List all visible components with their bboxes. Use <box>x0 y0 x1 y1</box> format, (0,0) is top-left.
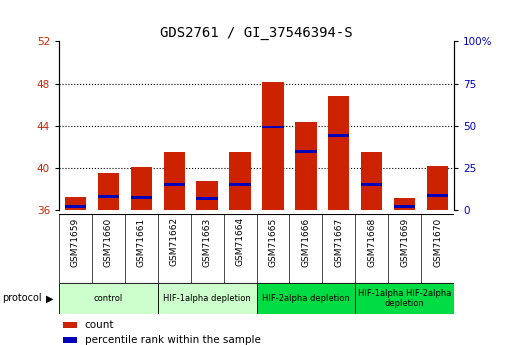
Bar <box>394 205 416 208</box>
Text: GSM71663: GSM71663 <box>203 217 212 267</box>
Bar <box>256 283 355 314</box>
Text: GSM71665: GSM71665 <box>268 217 278 267</box>
Text: GSM71659: GSM71659 <box>71 217 80 267</box>
Bar <box>427 166 448 210</box>
Text: ▶: ▶ <box>46 294 54 303</box>
Bar <box>262 81 284 210</box>
Bar <box>131 196 152 199</box>
Text: GSM71670: GSM71670 <box>433 217 442 267</box>
Bar <box>295 150 317 153</box>
Text: control: control <box>94 294 123 303</box>
Text: HIF-1alpha HIF-2alpha
depletion: HIF-1alpha HIF-2alpha depletion <box>358 289 451 308</box>
Bar <box>196 181 218 210</box>
Bar <box>158 283 256 314</box>
Bar <box>63 322 77 328</box>
Text: GSM71660: GSM71660 <box>104 217 113 267</box>
Bar <box>65 197 86 210</box>
Text: GSM71666: GSM71666 <box>301 217 310 267</box>
Text: GSM71667: GSM71667 <box>334 217 343 267</box>
Text: count: count <box>85 321 114 331</box>
Text: GSM71661: GSM71661 <box>137 217 146 267</box>
Bar <box>427 194 448 197</box>
Bar <box>262 126 284 128</box>
Text: HIF-1alpha depletion: HIF-1alpha depletion <box>163 294 251 303</box>
Bar <box>229 152 251 210</box>
Text: GSM71669: GSM71669 <box>400 217 409 267</box>
Bar <box>131 167 152 210</box>
Text: GSM71664: GSM71664 <box>235 217 245 266</box>
Text: percentile rank within the sample: percentile rank within the sample <box>85 335 261 345</box>
Bar <box>63 337 77 343</box>
Bar <box>361 152 382 210</box>
Text: GSM71668: GSM71668 <box>367 217 376 267</box>
Bar <box>65 205 86 208</box>
Bar <box>97 174 119 210</box>
Bar <box>164 183 185 186</box>
Bar <box>361 183 382 186</box>
Bar <box>394 198 416 210</box>
Bar <box>295 122 317 210</box>
Bar <box>229 183 251 186</box>
Bar <box>328 134 349 137</box>
Title: GDS2761 / GI_37546394-S: GDS2761 / GI_37546394-S <box>160 26 353 40</box>
Bar <box>328 96 349 210</box>
Text: HIF-2alpha depletion: HIF-2alpha depletion <box>262 294 350 303</box>
Bar <box>355 283 454 314</box>
Text: GSM71662: GSM71662 <box>170 217 179 266</box>
Bar <box>164 152 185 210</box>
Bar <box>196 197 218 200</box>
Text: protocol: protocol <box>3 294 42 303</box>
Bar <box>97 195 119 198</box>
Bar <box>59 283 158 314</box>
